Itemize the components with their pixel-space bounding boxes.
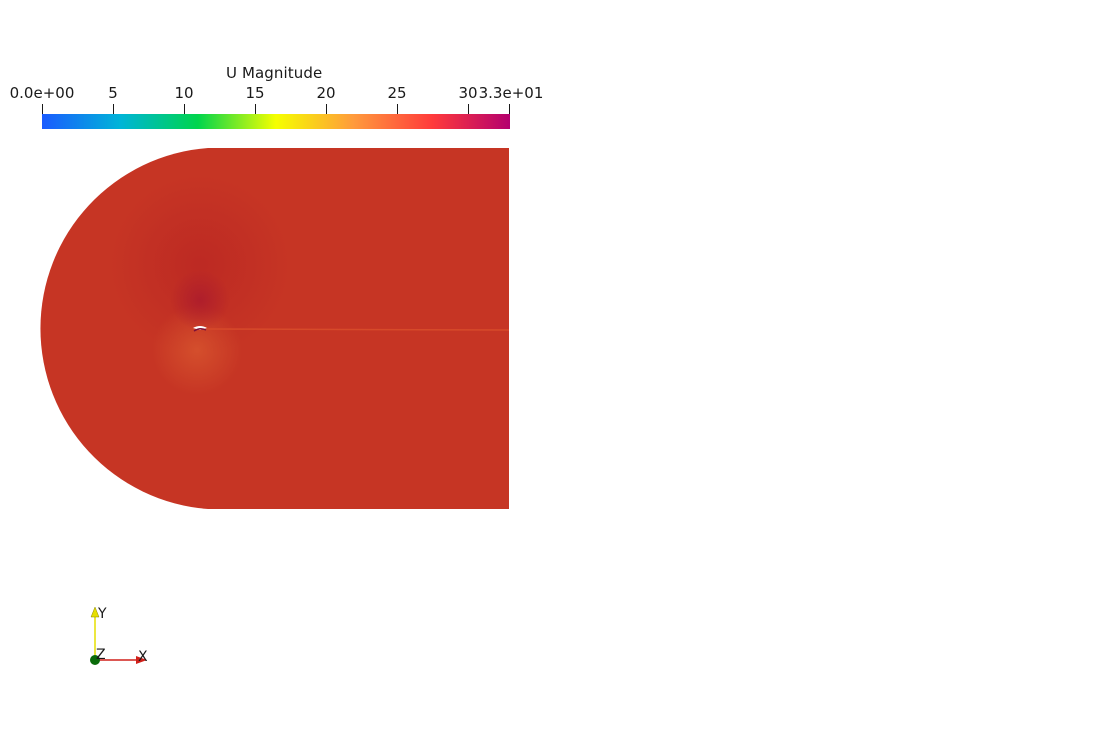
colorbar-tick-mark <box>468 104 469 116</box>
colorbar-tick-label: 5 <box>108 84 118 102</box>
colorbar-tick-label: 10 <box>174 84 194 102</box>
colorbar-tick-mark <box>113 104 114 116</box>
colorbar-gradient <box>42 114 510 129</box>
z-axis-label: Z <box>96 647 106 663</box>
colorbar-tick-label: 20 <box>316 84 336 102</box>
colorbar-tick-label: 30 <box>458 84 478 102</box>
stagnation-region <box>152 305 242 395</box>
y-axis-arrow <box>90 606 100 618</box>
colorbar-tick-mark <box>255 104 256 116</box>
y-axis-label: Y <box>97 606 107 622</box>
colorbar-tick-mark <box>326 104 327 116</box>
suction-region <box>170 270 230 330</box>
airfoil-edge <box>193 327 207 332</box>
colorbar-tick-label: 0.0e+00 <box>9 84 75 102</box>
pressure-region <box>110 175 290 355</box>
colorbar-tick-label: 3.3e+01 <box>478 84 544 102</box>
wake-line <box>204 328 509 331</box>
orientation-axes[interactable]: Y Z X <box>80 600 160 672</box>
x-axis-arrow <box>136 656 147 664</box>
x-axis-label: X <box>138 649 148 665</box>
colorbar-tick-mark <box>509 104 510 116</box>
z-axis-marker <box>90 655 100 665</box>
colorbar-title: U Magnitude <box>226 64 323 82</box>
colorbar-tick-mark <box>397 104 398 116</box>
colorbar-tick-mark <box>184 104 185 116</box>
colorbar-tick-label: 25 <box>387 84 407 102</box>
colorbar-tick-mark <box>42 104 43 116</box>
colorbar-tick-label: 15 <box>245 84 265 102</box>
